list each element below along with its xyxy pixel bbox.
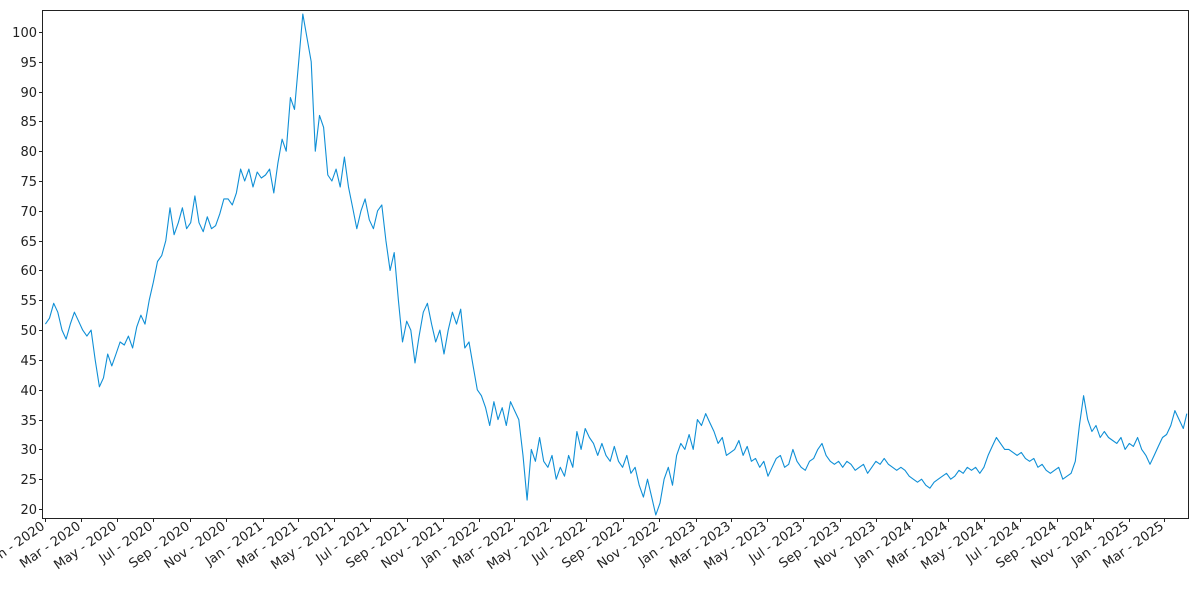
y-tick-label: 40 (20, 384, 37, 399)
y-tick-label: 20 (20, 503, 37, 518)
y-axis: 20 25 30 35 40 45 50 55 60 65 70 75 80 85 90 95 100 (12, 26, 43, 518)
series-layer (44, 13, 1188, 516)
series-line (44, 13, 1188, 516)
y-tick-label: 45 (20, 354, 37, 369)
y-tick-label: 30 (20, 443, 37, 458)
y-tick-label: 60 (20, 264, 37, 279)
y-tick-label: 80 (20, 145, 37, 160)
y-tick-label: 35 (20, 414, 37, 429)
y-tick-label: 100 (12, 26, 37, 41)
y-tick-label: 85 (20, 115, 37, 130)
y-tick-label: 55 (20, 294, 37, 309)
y-tick-label: 50 (20, 324, 37, 339)
y-tick-label: 65 (20, 235, 37, 250)
y-tick-label: 90 (20, 86, 37, 101)
y-tick-label: 25 (20, 473, 37, 488)
y-tick-label: 75 (20, 175, 37, 190)
y-tick-label: 95 (20, 56, 37, 71)
y-tick-label: 70 (20, 205, 37, 220)
plot-frame (42, 10, 1189, 519)
